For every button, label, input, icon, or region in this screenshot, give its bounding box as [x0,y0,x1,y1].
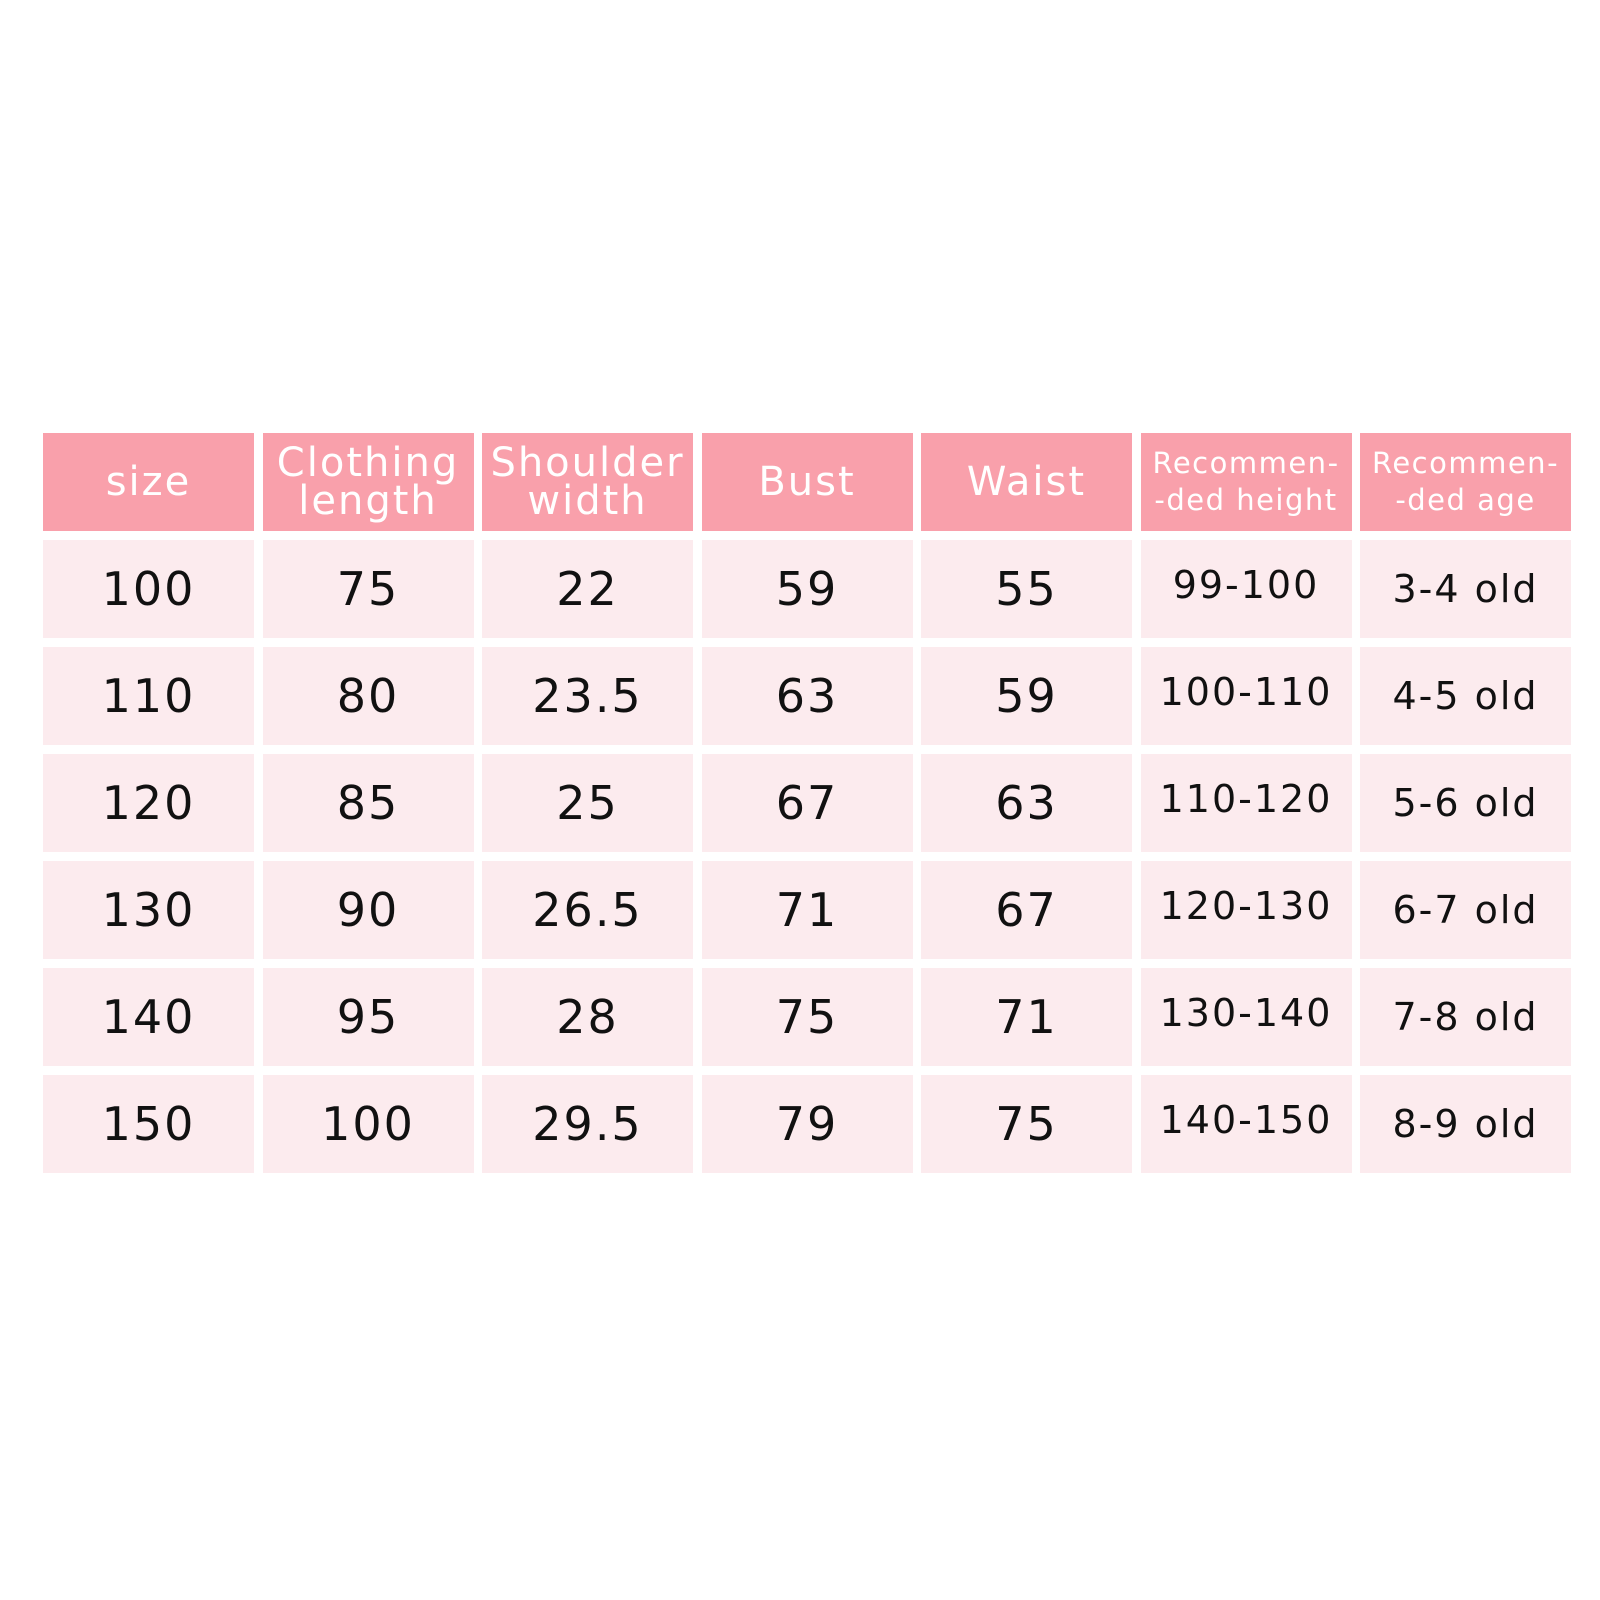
cell-waist: 63 [921,754,1132,852]
cell-clothing-length: 100 [262,1075,474,1173]
cell-waist: 55 [921,540,1132,638]
header-shoulder-width: Shoulder width [482,433,693,531]
cell-shoulder-width: 25 [482,754,693,852]
cell-size: 110 [43,647,254,745]
cell-shoulder-width: 26.5 [482,861,693,959]
header-recommended-age: Recommen- -ded age [1360,433,1571,531]
cell-recommended-height: 99-100 [1140,540,1352,638]
header-bust: Bust [701,433,913,531]
cell-size: 100 [43,540,254,638]
cell-shoulder-width: 23.5 [482,647,693,745]
cell-recommended-height: 100-110 [1140,647,1352,745]
cell-clothing-length: 85 [262,754,474,852]
header-recommended-height: Recommen- -ded height [1140,433,1352,531]
cell-waist: 71 [921,968,1132,1066]
cell-size: 150 [43,1075,254,1173]
cell-shoulder-width: 29.5 [482,1075,693,1173]
cell-waist: 75 [921,1075,1132,1173]
cell-recommended-height: 120-130 [1140,861,1352,959]
header-waist: Waist [921,433,1132,531]
cell-waist: 59 [921,647,1132,745]
cell-bust: 79 [701,1075,913,1173]
cell-recommended-age: 4-5 old [1360,647,1571,745]
header-size: size [43,433,254,531]
cell-bust: 75 [701,968,913,1066]
cell-bust: 67 [701,754,913,852]
cell-recommended-age: 6-7 old [1360,861,1571,959]
cell-bust: 59 [701,540,913,638]
cell-bust: 63 [701,647,913,745]
cell-size: 140 [43,968,254,1066]
cell-recommended-age: 5-6 old [1360,754,1571,852]
cell-recommended-height: 110-120 [1140,754,1352,852]
cell-shoulder-width: 22 [482,540,693,638]
cell-clothing-length: 80 [262,647,474,745]
cell-recommended-height: 140-150 [1140,1075,1352,1173]
cell-clothing-length: 95 [262,968,474,1066]
size-chart-table: size Clothing length Shoulder width Bust Wai… [43,433,1571,1173]
cell-shoulder-width: 28 [482,968,693,1066]
cell-recommended-age: 7-8 old [1360,968,1571,1066]
header-clothing-length: Clothing length [262,433,474,531]
cell-recommended-age: 3-4 old [1360,540,1571,638]
cell-clothing-length: 90 [262,861,474,959]
cell-bust: 71 [701,861,913,959]
cell-recommended-age: 8-9 old [1360,1075,1571,1173]
cell-size: 130 [43,861,254,959]
cell-clothing-length: 75 [262,540,474,638]
cell-recommended-height: 130-140 [1140,968,1352,1066]
cell-size: 120 [43,754,254,852]
cell-waist: 67 [921,861,1132,959]
